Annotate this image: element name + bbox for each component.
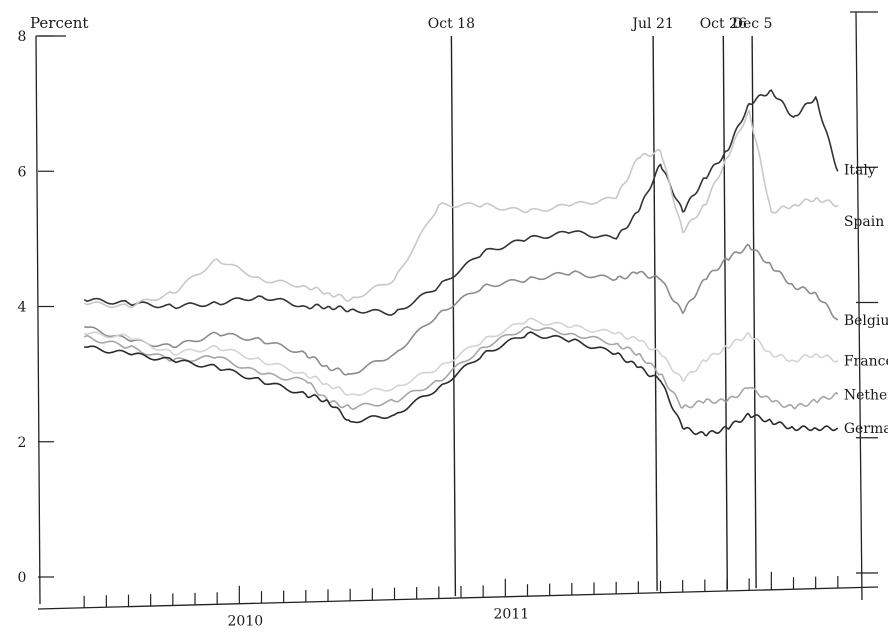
series-label-france: France: [844, 354, 888, 370]
y-axis-label: Percent: [30, 14, 88, 32]
series-label-italy: Italy: [844, 162, 876, 178]
event-label: Jul 21: [630, 16, 673, 32]
y-tick-label: 8: [18, 29, 27, 45]
series-label-netherlands: Netherlands: [844, 387, 888, 403]
series-line-belgium: [84, 243, 839, 376]
right-axis-line: [855, 11, 863, 601]
event-label: Oct 26: [700, 16, 747, 32]
event-line: [722, 35, 729, 590]
y-tick-label: 2: [18, 435, 27, 451]
series-line-italy: [83, 89, 839, 316]
y-tick-label: 0: [18, 570, 27, 586]
event-line: [652, 35, 658, 591]
y-axis-line: [35, 35, 41, 605]
series-lines: [83, 89, 839, 437]
series-line-netherlands: [83, 326, 839, 411]
event-line: [751, 35, 757, 589]
series-labels: Italy Spain Belgium France Netherlands German…: [844, 162, 888, 437]
event-line: [450, 35, 457, 597]
event-label: Oct 18: [428, 16, 475, 32]
x-tick-label: 2011: [494, 607, 530, 623]
x-axis-line: [37, 586, 879, 610]
series-label-germany: Germany: [844, 421, 888, 437]
event-label: Dec 5: [732, 16, 773, 32]
y-tick-label: 4: [18, 300, 27, 316]
series-label-spain: Spain: [844, 214, 884, 230]
series-label-belgium: Belgium: [844, 313, 888, 329]
x-tick-label: 2010: [228, 614, 264, 630]
series-line-spain: [83, 109, 839, 309]
series-line-germany: [84, 331, 839, 437]
series-line-france: [84, 317, 839, 396]
y-tick-label: 6: [18, 164, 27, 180]
